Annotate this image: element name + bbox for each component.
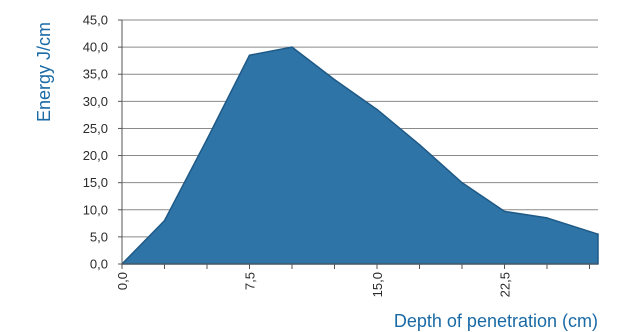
- data-point: [597, 233, 599, 235]
- y-tick-label: 15,0: [83, 175, 108, 190]
- y-axis-title: Energy J/cm: [34, 22, 54, 122]
- data-point: [248, 54, 251, 57]
- x-tick-labels: 0,0 7,5 15,0 22,5: [115, 264, 590, 297]
- data-point: [546, 217, 548, 219]
- data-point: [206, 138, 208, 141]
- data-point: [503, 210, 506, 213]
- x-tick-label: 7,5: [243, 272, 258, 290]
- axes: [121, 20, 598, 265]
- data-point: [418, 143, 421, 146]
- y-tick-label: 35,0: [83, 67, 108, 82]
- data-point: [461, 181, 463, 184]
- x-tick-label: 0,0: [115, 272, 130, 290]
- y-tick-label: 30,0: [83, 94, 108, 109]
- x-tick-label: 15,0: [370, 272, 385, 297]
- y-tick-label: 45,0: [83, 13, 108, 28]
- y-tick-label: 25,0: [83, 121, 108, 136]
- data-point: [163, 219, 166, 222]
- x-tick-label: 22,5: [498, 272, 513, 297]
- y-tick-label: 5,0: [90, 229, 108, 244]
- area-series: [121, 46, 599, 265]
- data-point: [291, 46, 293, 48]
- data-point: [376, 108, 378, 111]
- y-tick-label: 10,0: [83, 202, 108, 217]
- data-point: [333, 78, 336, 81]
- y-tick-label: 20,0: [83, 148, 108, 163]
- x-axis-title: Depth of penetration (cm): [394, 311, 598, 331]
- y-tick-label: 0,0: [90, 257, 108, 272]
- y-tick-label: 40,0: [83, 40, 108, 55]
- y-tick-labels: 0,0 5,0 10,0 15,0 20,0 25,0 30,0 35,0 40,0 45,0: [83, 13, 122, 272]
